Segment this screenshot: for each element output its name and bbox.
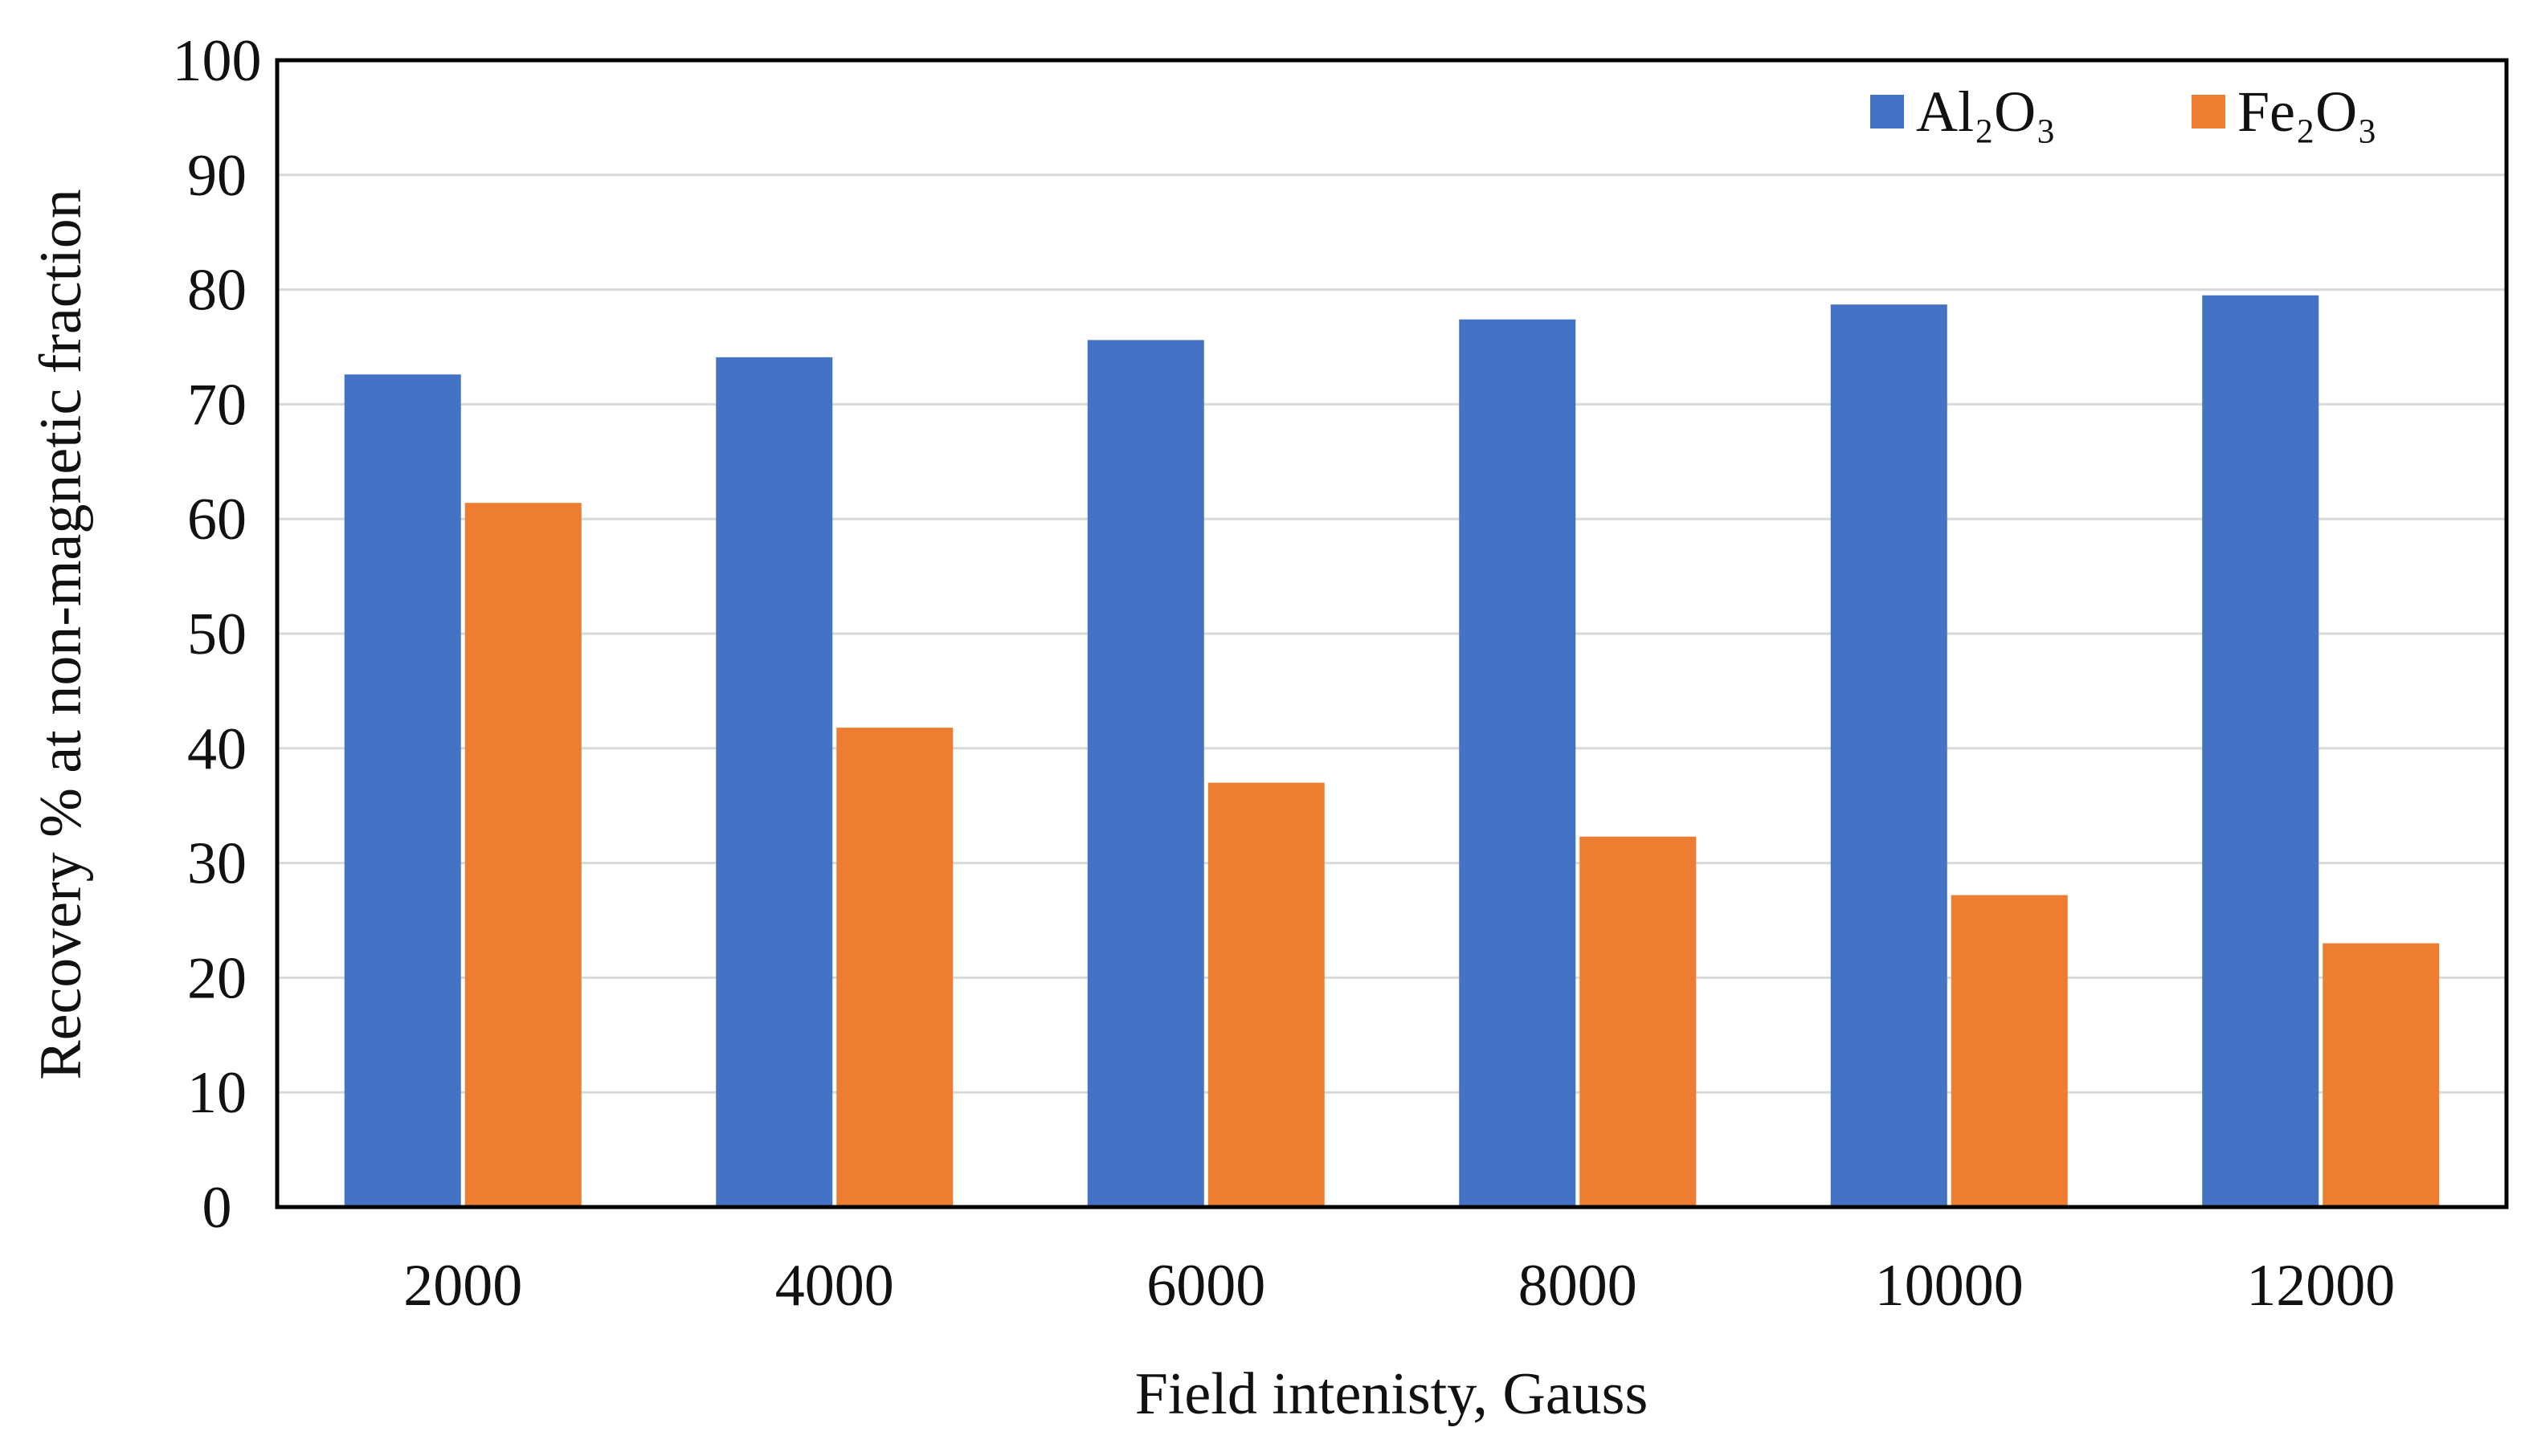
bar-fe2o3-8000 bbox=[1579, 836, 1697, 1207]
y-tick-label: 0 bbox=[202, 1175, 232, 1241]
legend-swatch-fe2o3 bbox=[2192, 95, 2225, 128]
x-tick-label: 2000 bbox=[403, 1253, 522, 1319]
bar-fe2o3-2000 bbox=[464, 503, 582, 1207]
bar-fe2o3-6000 bbox=[1207, 782, 1325, 1207]
bar-al2o3-8000 bbox=[1459, 319, 1576, 1207]
x-axis-title: Field intenisty, Gauss bbox=[1135, 1361, 1648, 1427]
y-tick-label: 50 bbox=[187, 602, 247, 667]
y-tick-label: 100 bbox=[173, 28, 262, 94]
y-tick-label: 70 bbox=[187, 372, 247, 438]
y-tick-label: 20 bbox=[187, 945, 247, 1011]
gridlines bbox=[277, 173, 2506, 1094]
bar-al2o3-4000 bbox=[716, 357, 833, 1207]
bar-al2o3-12000 bbox=[2202, 295, 2319, 1207]
y-tick-label: 80 bbox=[187, 258, 247, 324]
bar-fe2o3-4000 bbox=[836, 728, 954, 1207]
plot-area-frame bbox=[275, 58, 2509, 1209]
bar-al2o3-10000 bbox=[1830, 304, 1947, 1207]
legend-label-al2o3: Al₂O₃ bbox=[1916, 80, 2056, 144]
y-tick-label: 40 bbox=[187, 716, 247, 782]
y-tick-label: 30 bbox=[187, 831, 247, 897]
y-tick-label: 90 bbox=[187, 143, 247, 209]
x-axis-ticks: 2000 4000 6000 8000 10000 12000 bbox=[403, 1253, 2395, 1319]
bar-al2o3-2000 bbox=[344, 374, 461, 1208]
x-tick-label: 8000 bbox=[1518, 1253, 1637, 1319]
y-tick-label: 60 bbox=[187, 487, 247, 553]
y-axis-ticks: 0 10 20 30 40 50 60 70 80 90 100 bbox=[173, 28, 262, 1241]
bar-series bbox=[344, 295, 2440, 1208]
legend-swatch-al2o3 bbox=[1870, 95, 1904, 128]
y-tick-label: 10 bbox=[187, 1060, 247, 1126]
bar-al2o3-6000 bbox=[1087, 340, 1204, 1207]
y-axis-title: Recovery % at non-magnetic fraction bbox=[28, 189, 94, 1080]
x-tick-label: 6000 bbox=[1146, 1253, 1265, 1319]
x-tick-label: 12000 bbox=[2246, 1253, 2395, 1319]
legend: Al₂O₃ Fe₂O₃ bbox=[1870, 80, 2377, 144]
x-tick-label: 10000 bbox=[1875, 1253, 2024, 1319]
x-tick-label: 4000 bbox=[775, 1253, 894, 1319]
bar-fe2o3-10000 bbox=[1951, 895, 2068, 1207]
legend-label-fe2o3: Fe₂O₃ bbox=[2237, 80, 2377, 144]
bar-fe2o3-12000 bbox=[2323, 943, 2440, 1207]
